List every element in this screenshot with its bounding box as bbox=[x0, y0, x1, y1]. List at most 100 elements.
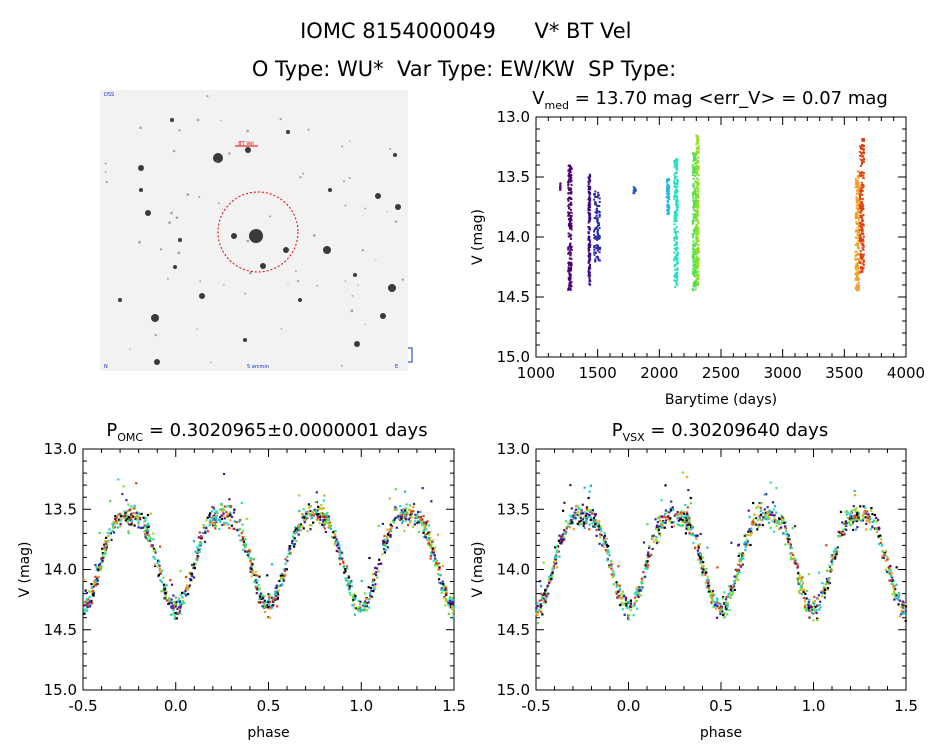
phase-point bbox=[559, 538, 562, 541]
phase-point bbox=[389, 533, 392, 537]
phase-point bbox=[351, 604, 354, 607]
timeseries-point bbox=[860, 229, 863, 232]
x-tick-label: 1000 bbox=[517, 364, 555, 382]
plot-frame bbox=[82, 448, 455, 691]
timeseries-point bbox=[697, 222, 700, 225]
phase-point bbox=[170, 606, 173, 610]
timeseries-point bbox=[859, 228, 862, 231]
timeseries-point bbox=[861, 158, 864, 161]
phase-point bbox=[271, 599, 274, 602]
x-tick-label: 1.0 bbox=[802, 697, 826, 715]
phase-point bbox=[336, 543, 340, 546]
phase-point bbox=[623, 613, 626, 616]
timeseries-point bbox=[596, 224, 599, 227]
timeseries-point bbox=[595, 212, 598, 215]
timeseries-point bbox=[856, 289, 859, 292]
phase-point bbox=[159, 572, 162, 575]
phase-point bbox=[745, 538, 748, 541]
phase-point bbox=[576, 522, 579, 525]
finder-faint-star bbox=[246, 129, 250, 133]
phase-point bbox=[683, 520, 686, 523]
phase-point bbox=[182, 600, 185, 603]
timeseries-point bbox=[676, 209, 679, 212]
phase-point bbox=[798, 582, 801, 585]
phase-point bbox=[634, 596, 637, 599]
phase-point bbox=[395, 508, 398, 512]
phase-point bbox=[241, 529, 245, 532]
phase-point bbox=[815, 609, 818, 612]
phase-point bbox=[416, 521, 419, 525]
phase-point bbox=[655, 541, 659, 545]
phase-point bbox=[836, 546, 839, 549]
phase-point bbox=[323, 527, 326, 530]
phase-point bbox=[830, 555, 833, 558]
phase-point bbox=[701, 571, 704, 574]
phase-point bbox=[565, 525, 568, 529]
phase-point bbox=[220, 508, 223, 511]
phase-point bbox=[760, 518, 764, 522]
phase-point bbox=[758, 523, 761, 526]
phase-point bbox=[126, 521, 129, 524]
phase-point bbox=[897, 603, 900, 606]
phase-point bbox=[104, 542, 107, 545]
phase-point bbox=[138, 517, 141, 520]
timeseries-point bbox=[588, 272, 591, 275]
phase-point bbox=[705, 585, 708, 588]
phase-point bbox=[555, 566, 559, 569]
timeseries-point bbox=[676, 200, 679, 203]
phase-point bbox=[251, 571, 254, 574]
timeseries-point bbox=[665, 196, 668, 199]
phase-point bbox=[545, 592, 548, 595]
phase-point bbox=[230, 515, 234, 519]
phase-point bbox=[375, 567, 379, 570]
phase-point bbox=[253, 580, 256, 583]
phase-point bbox=[712, 600, 715, 603]
timeseries-point bbox=[856, 179, 859, 182]
finder-faint-star bbox=[168, 221, 172, 225]
phase-point bbox=[599, 536, 602, 539]
phase-point bbox=[265, 606, 268, 609]
timeseries-point bbox=[587, 243, 590, 246]
phase-point bbox=[691, 525, 694, 528]
phase-point bbox=[773, 505, 777, 508]
phase-point bbox=[309, 505, 312, 508]
phase-point bbox=[729, 588, 732, 591]
phase-point bbox=[315, 501, 318, 504]
phase-point bbox=[894, 595, 897, 598]
finder-star bbox=[173, 265, 177, 269]
phase-point bbox=[272, 600, 275, 604]
timeseries-point bbox=[697, 247, 700, 250]
phase-point bbox=[149, 512, 152, 515]
phase-point bbox=[879, 541, 882, 544]
finder-star bbox=[283, 247, 289, 253]
phase-point bbox=[886, 570, 889, 573]
phase-point bbox=[189, 572, 192, 575]
phase-point bbox=[320, 512, 323, 515]
phase-point bbox=[671, 506, 674, 509]
phase-point bbox=[882, 552, 885, 555]
phase-point bbox=[311, 511, 314, 514]
phase-point bbox=[637, 592, 640, 595]
timeseries-point bbox=[854, 250, 857, 253]
phase-point bbox=[181, 591, 184, 594]
phase-point bbox=[160, 590, 163, 593]
phase-point bbox=[85, 591, 89, 595]
phase-point bbox=[229, 511, 232, 514]
phase-point bbox=[408, 516, 412, 519]
phase-point bbox=[900, 600, 903, 603]
phase-point bbox=[669, 507, 672, 510]
phase-point bbox=[549, 574, 553, 577]
timeseries-point bbox=[857, 234, 860, 237]
timeseries-point bbox=[693, 154, 696, 157]
phase-point bbox=[777, 517, 781, 520]
finder-faint-star bbox=[349, 140, 351, 142]
phase-point bbox=[159, 570, 162, 574]
phase-point bbox=[579, 516, 582, 519]
phase-point bbox=[850, 517, 853, 521]
timeseries-point bbox=[567, 266, 570, 269]
phase-point bbox=[726, 606, 729, 609]
timeseries-point bbox=[857, 188, 860, 191]
phase-point bbox=[680, 524, 683, 528]
phase-point bbox=[285, 568, 289, 571]
timeseries-point bbox=[559, 188, 562, 191]
